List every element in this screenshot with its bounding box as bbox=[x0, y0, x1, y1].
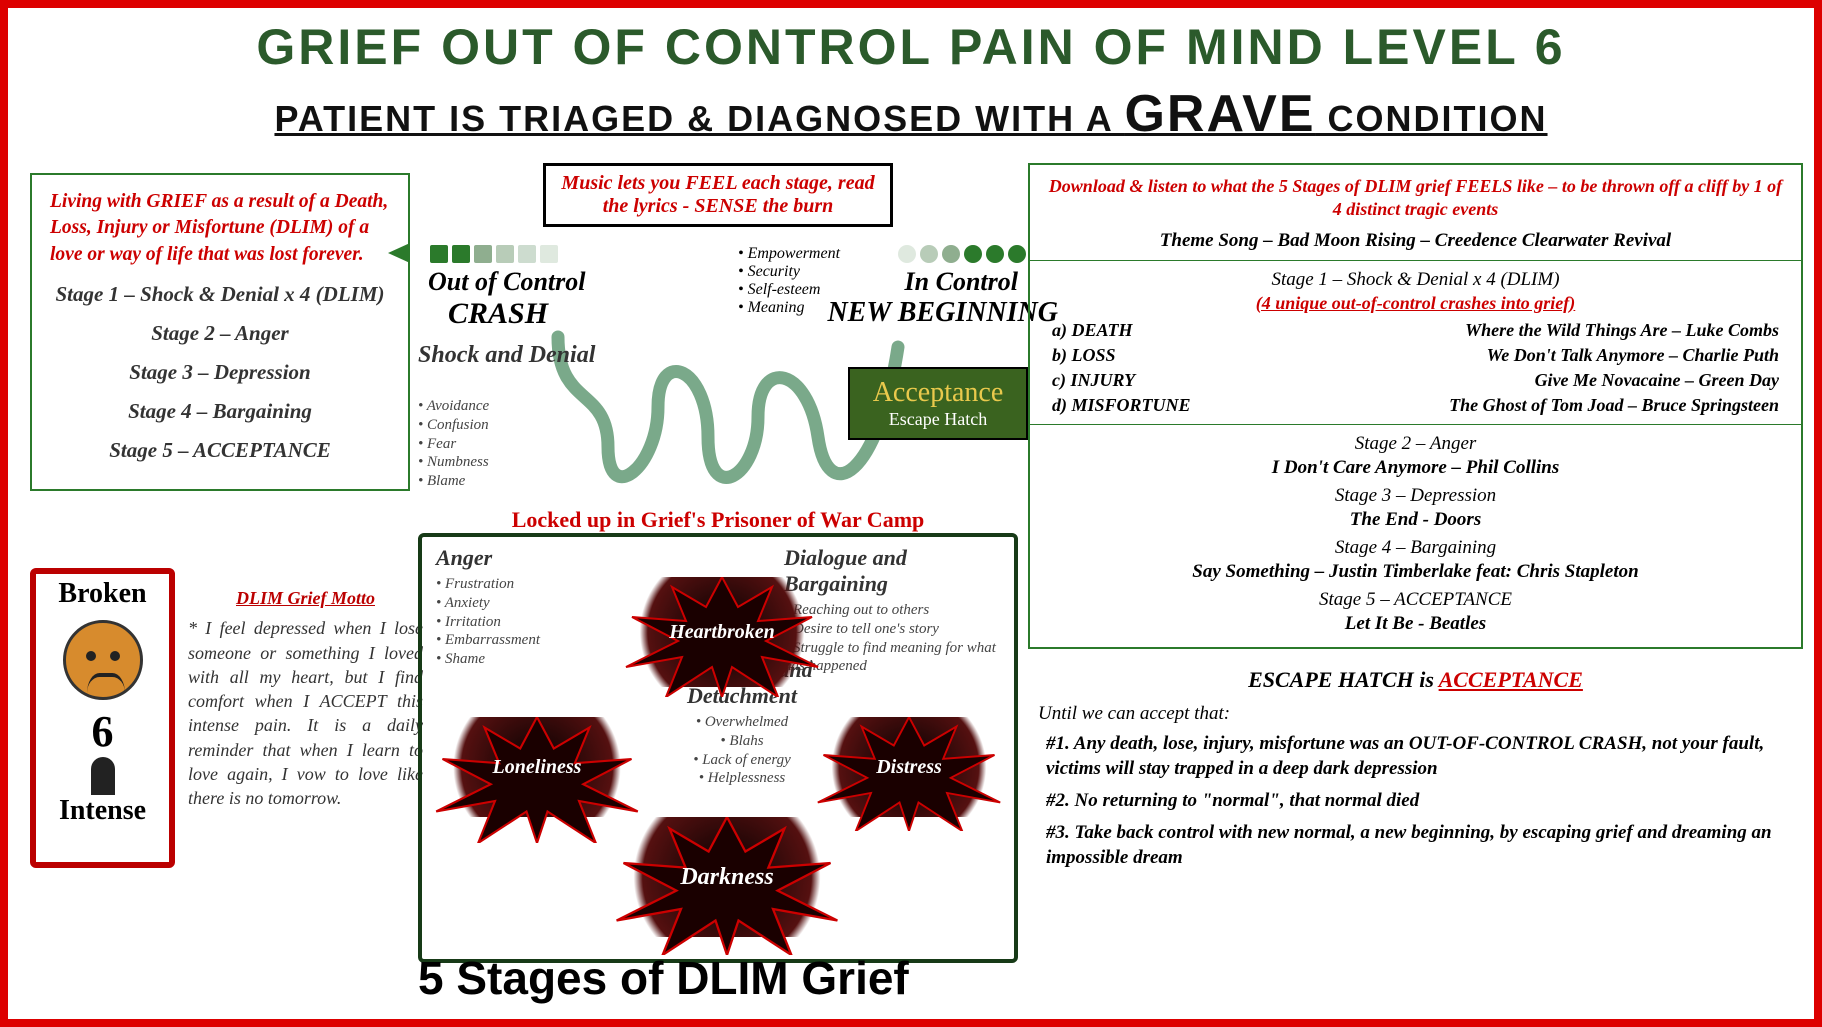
five-stages-heading: 5 Stages of DLIM Grief bbox=[418, 951, 909, 1005]
until-label: Until we can accept that: bbox=[1038, 703, 1793, 725]
diagram-top: Out of Control CRASH In Control NEW BEGI… bbox=[418, 237, 1018, 437]
download-instruction: Download & listen to what the 5 Stages o… bbox=[1044, 175, 1787, 222]
stage5-song: Let It Be - Beatles bbox=[1044, 613, 1787, 635]
left-column: Living with GRIEF as a result of a Death… bbox=[30, 173, 410, 491]
escape-point: #3. Take back control with new normal, a… bbox=[1046, 820, 1793, 871]
burst-label: Distress bbox=[876, 756, 942, 779]
escape-point: #1. Any death, lose, injury, misfortune … bbox=[1046, 731, 1793, 782]
crash-label: CRASH bbox=[448, 297, 548, 331]
stages-intro: Living with GRIEF as a result of a Death… bbox=[50, 189, 390, 268]
page-subtitle: PATIENT IS TRIAGED & DIAGNOSED WITH A GR… bbox=[8, 84, 1814, 144]
empower-item: • Meaning bbox=[738, 299, 840, 317]
stage-1: Stage 1 – Shock & Denial x 4 (DLIM) bbox=[50, 282, 390, 307]
list-item: • Numbness bbox=[418, 453, 489, 472]
intense-label: Intense bbox=[36, 795, 169, 827]
escape-hatch-label: Escape Hatch bbox=[854, 409, 1022, 430]
right-column: Download & listen to what the 5 Stages o… bbox=[1028, 163, 1803, 877]
dots-right bbox=[896, 245, 1028, 268]
escape-point: #2. No returning to "normal", that norma… bbox=[1046, 788, 1793, 814]
song-row: d) MISFORTUNEThe Ghost of Tom Joad – Bru… bbox=[1052, 395, 1779, 416]
list-item: • Embarrassment bbox=[436, 631, 636, 650]
tombstone-icon bbox=[91, 757, 115, 795]
burst-loneliness: Loneliness bbox=[432, 717, 642, 817]
stage2-heading: Stage 2 – Anger bbox=[1044, 433, 1787, 455]
escape-acceptance: ACCEPTANCE bbox=[1439, 667, 1583, 692]
shock-denial-heading: Shock and Denial bbox=[418, 342, 595, 369]
pow-title: Locked up in Grief's Prisoner of War Cam… bbox=[418, 507, 1018, 533]
song-row: b) LOSSWe Don't Talk Anymore – Charlie P… bbox=[1052, 345, 1779, 366]
escape-pre: ESCAPE HATCH is bbox=[1248, 667, 1439, 692]
stage2-song: I Don't Care Anymore – Phil Collins bbox=[1044, 457, 1787, 479]
out-of-control-label: Out of Control bbox=[428, 267, 586, 297]
stage4-heading: Stage 4 – Bargaining bbox=[1044, 537, 1787, 559]
songs-box: Download & listen to what the 5 Stages o… bbox=[1028, 163, 1803, 649]
stage3-heading: Stage 3 – Depression bbox=[1044, 485, 1787, 507]
stage-3: Stage 3 – Depression bbox=[50, 360, 390, 385]
list-item: • Avoidance bbox=[418, 397, 489, 416]
list-item: • Confusion bbox=[418, 416, 489, 435]
burst-distress: Distress bbox=[814, 717, 1004, 817]
stage1-heading: Stage 1 – Shock & Denial x 4 (DLIM) bbox=[1044, 269, 1787, 291]
list-item: • Irritation bbox=[436, 613, 636, 632]
acceptance-label: Acceptance bbox=[873, 377, 1004, 408]
sad-face-icon bbox=[63, 620, 143, 700]
empower-list: • Empowerment • Security • Self-esteem •… bbox=[738, 245, 840, 317]
anger-block: Anger • Frustration • Anxiety • Irritati… bbox=[436, 545, 636, 669]
shock-denial-list: • Avoidance • Confusion • Fear • Numbnes… bbox=[418, 397, 489, 491]
list-item: • Anxiety bbox=[436, 594, 636, 613]
empower-item: • Self-esteem bbox=[738, 281, 840, 299]
infographic-page: GRIEF OUT OF CONTROL PAIN OF MIND LEVEL … bbox=[0, 0, 1822, 1027]
escape-hatch-block: ESCAPE HATCH is ACCEPTANCE Until we can … bbox=[1028, 667, 1803, 871]
broken-label: Broken bbox=[36, 578, 169, 610]
center-column: Music lets you FEEL each stage, read the… bbox=[418, 163, 1018, 963]
acceptance-badge: Acceptance Escape Hatch bbox=[848, 367, 1028, 440]
motto-box: DLIM Grief Motto * I feel depressed when… bbox=[188, 586, 423, 811]
escape-points-list: #1. Any death, lose, injury, misfortune … bbox=[1038, 731, 1793, 871]
song-row: a) DEATHWhere the Wild Things Are – Luke… bbox=[1052, 320, 1779, 341]
page-title: GRIEF OUT OF CONTROL PAIN OF MIND LEVEL … bbox=[8, 18, 1814, 76]
burst-darkness: Darkness bbox=[612, 817, 842, 937]
burst-label: Heartbroken bbox=[669, 621, 775, 644]
anger-heading: Anger bbox=[436, 545, 636, 571]
empower-item: • Security bbox=[738, 263, 840, 281]
list-item: • Frustration bbox=[436, 575, 636, 594]
arrow-left-icon bbox=[388, 243, 410, 263]
motto-body: * I feel depressed when I lose someone o… bbox=[188, 618, 423, 808]
song-row: c) INJURYGive Me Novacaine – Green Day bbox=[1052, 370, 1779, 391]
stage3-song: The End - Doors bbox=[1044, 509, 1787, 531]
subtitle-pre: PATIENT IS TRIAGED & DIAGNOSED WITH A bbox=[274, 98, 1124, 139]
broken-level-card: Broken 6 Intense bbox=[30, 568, 175, 868]
list-item: • Blame bbox=[418, 472, 489, 491]
stage4-song: Say Something – Justin Timberlake feat: … bbox=[1044, 561, 1787, 583]
in-control-label: In Control bbox=[905, 267, 1018, 297]
burst-label: Loneliness bbox=[493, 756, 582, 779]
stages-box: Living with GRIEF as a result of a Death… bbox=[30, 173, 410, 491]
stage5-heading: Stage 5 – ACCEPTANCE bbox=[1044, 589, 1787, 611]
pow-camp-box: Anger • Frustration • Anxiety • Irritati… bbox=[418, 533, 1018, 963]
subtitle-grave: GRAVE bbox=[1124, 85, 1315, 143]
stage-4: Stage 4 – Bargaining bbox=[50, 399, 390, 424]
list-item: • Fear bbox=[418, 435, 489, 454]
motto-title: DLIM Grief Motto bbox=[188, 586, 423, 610]
theme-song: Theme Song – Bad Moon Rising – Creedence… bbox=[1044, 230, 1787, 252]
dots-left bbox=[428, 245, 560, 268]
empower-item: • Empowerment bbox=[738, 245, 840, 263]
escape-hatch-heading: ESCAPE HATCH is ACCEPTANCE bbox=[1038, 667, 1793, 693]
new-beginning-label: NEW BEGINNING bbox=[827, 297, 1058, 329]
music-callout: Music lets you FEEL each stage, read the… bbox=[543, 163, 893, 227]
list-item: • Shame bbox=[436, 650, 636, 669]
stage-5: Stage 5 – ACCEPTANCE bbox=[50, 438, 390, 463]
stage-2: Stage 2 – Anger bbox=[50, 321, 390, 346]
broken-level-number: 6 bbox=[36, 706, 169, 757]
subtitle-post: CONDITION bbox=[1316, 98, 1548, 139]
burst-label: Darkness bbox=[680, 864, 773, 891]
stage1-subtitle: (4 unique out-of-control crashes into gr… bbox=[1044, 293, 1787, 314]
burst-heartbroken: Heartbroken bbox=[622, 577, 822, 687]
